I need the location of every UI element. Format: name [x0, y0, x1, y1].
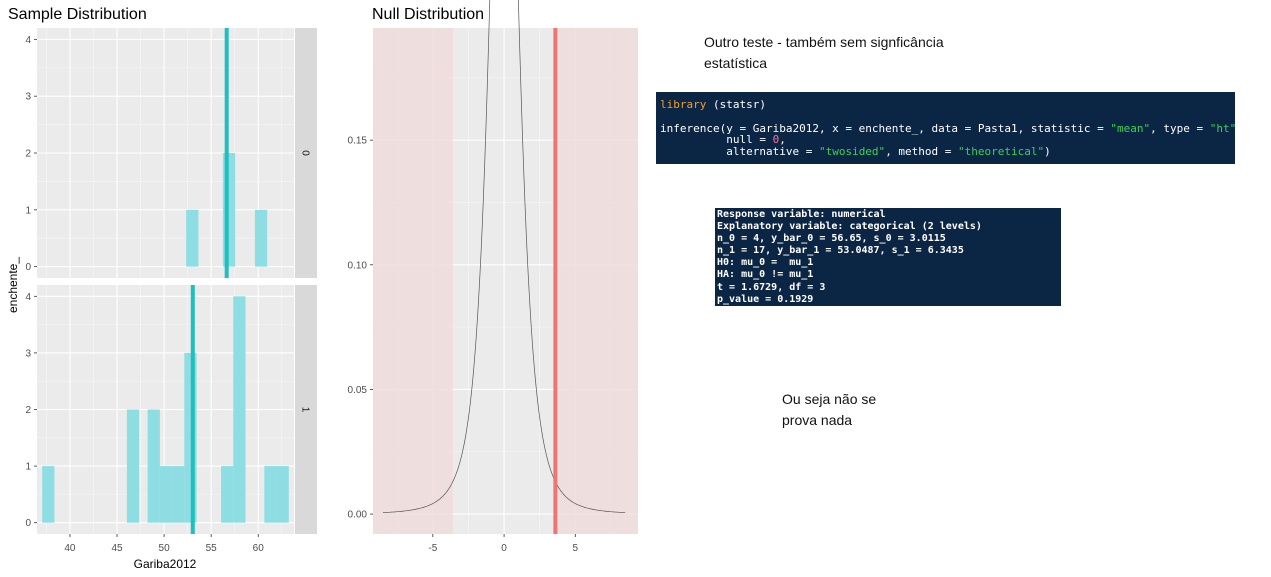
code-token: library: [660, 98, 707, 111]
code-token: (statsr): [706, 98, 766, 111]
x-tick-label: 0: [501, 543, 507, 554]
y-tick-label: 0: [25, 262, 31, 273]
histogram-bar: [42, 466, 55, 523]
y-tick-label: 0.15: [348, 136, 368, 147]
x-tick-label: 55: [206, 543, 218, 554]
x-tick-label: 45: [111, 543, 123, 554]
histogram-bar: [126, 409, 140, 523]
code-token: null =: [660, 133, 773, 147]
y-tick-label: 4: [25, 292, 31, 303]
output-line: HA: mu_0 != mu_1: [717, 269, 814, 281]
code-line: library (statsr): [660, 99, 1235, 111]
y-tick-label: 3: [25, 348, 31, 359]
y-tick-label: 2: [25, 405, 31, 416]
code-token: "twosided": [818, 145, 886, 159]
x-tick-label: 5: [573, 543, 579, 554]
histogram-bar: [159, 466, 173, 523]
output-line: n_1 = 17, y_bar_1 = 53.0487, s_1 = 6.343…: [717, 245, 964, 257]
y-tick-label: 3: [25, 92, 31, 103]
note-bottom-line-2: prova nada: [782, 412, 853, 428]
r-code-block: library (statsr) inference(y = Gariba201…: [656, 92, 1243, 164]
note-bottom: Ou seja não se prova nada: [782, 389, 876, 431]
observed-statistic-line: [553, 28, 558, 534]
facet-strip-label: 0: [300, 150, 311, 156]
mean-line: [190, 285, 195, 534]
output-line: Explanatory variable: categorical (2 lev…: [717, 221, 982, 233]
x-tick-label: -5: [428, 543, 437, 554]
y-tick-label: 0.05: [348, 385, 368, 396]
r-output-block: Response variable: numerical Explanatory …: [715, 208, 1061, 306]
x-axis: 40 45 50 55 60: [64, 534, 264, 554]
code-line: alternative = "twosided", method = "theo…: [660, 146, 1235, 158]
y-tick-label: 1: [25, 462, 31, 473]
rejection-region: [555, 28, 638, 534]
histogram-bar: [172, 466, 185, 523]
null-distribution-chart: Null Distribution -5 0 5 0.00 0.05 0.10 0.15: [348, 0, 638, 554]
mean-line: [224, 28, 229, 278]
note-bottom-line-1: Ou seja não se: [782, 391, 877, 407]
y-tick-label: 0.10: [348, 260, 368, 271]
code-token: , type =: [1150, 121, 1210, 135]
facet-strip-label: 1: [300, 407, 311, 413]
y-tick-label: 4: [25, 35, 31, 46]
histogram-bar: [186, 209, 199, 267]
y-tick-label: 1: [25, 205, 31, 216]
note-top: Outro teste - também sem signficância es…: [704, 32, 944, 74]
code-token: alternative =: [660, 145, 819, 159]
null-plot-panel: -5 0 5 0.00 0.05 0.10 0.15: [348, 0, 638, 554]
x-tick-label: 40: [64, 543, 76, 554]
output-line: H0: mu_0 = mu_1: [717, 257, 814, 269]
histogram-bar: [147, 409, 160, 523]
note-top-line-1: Outro teste - também sem signficância: [704, 34, 944, 50]
output-line: t = 1.6729, df = 3: [717, 281, 826, 293]
y-tick-label: 2: [25, 149, 31, 160]
x-tick-label: 50: [159, 543, 171, 554]
output-line: Response variable: numerical: [717, 209, 886, 220]
code-token: , method =: [885, 145, 959, 159]
note-top-line-2: estatística: [704, 55, 768, 71]
code-line: inference(y = Gariba2012, x = enchente_,…: [660, 121, 1243, 135]
code-token: "ht": [1209, 121, 1237, 135]
histogram-bar: [264, 466, 277, 523]
code-token: ,: [1236, 121, 1243, 135]
histogram-bar: [276, 466, 289, 523]
y-axis-label: enchente_: [6, 257, 20, 313]
y-tick-label: 0: [25, 518, 31, 529]
code-token: "mean": [1110, 121, 1151, 135]
rejection-region: [373, 28, 453, 534]
y-tick-label: 0.00: [348, 510, 368, 521]
x-axis-label: Gariba2012: [134, 557, 197, 571]
code-token: 0: [772, 133, 780, 147]
sample-chart-title: Sample Distribution: [8, 6, 147, 23]
facet-panel-1: 0 1 2 3 4 1: [25, 285, 317, 534]
x-tick-label: 60: [253, 543, 265, 554]
histogram-bar: [233, 296, 246, 523]
code-token: ): [1044, 145, 1051, 159]
histogram-bar: [254, 209, 268, 267]
facet-panel-0: 0 1 2 3 4 0: [25, 28, 317, 278]
null-chart-title: Null Distribution: [372, 6, 484, 23]
code-token: "theoretical": [958, 145, 1045, 159]
code-token: inference(y = Gariba2012, x = enchente_,…: [660, 121, 1111, 135]
facet-strip: [295, 285, 317, 534]
null-density-curve: [382, 0, 626, 513]
code-token: ,: [779, 133, 786, 147]
output-line: p_value = 0.1929: [717, 293, 814, 305]
facet-strip: [295, 28, 317, 278]
output-line: n_0 = 4, y_bar_0 = 56.65, s_0 = 3.0115: [717, 233, 946, 245]
histogram-bar: [221, 466, 234, 523]
code-line: null = 0,: [660, 134, 1235, 146]
